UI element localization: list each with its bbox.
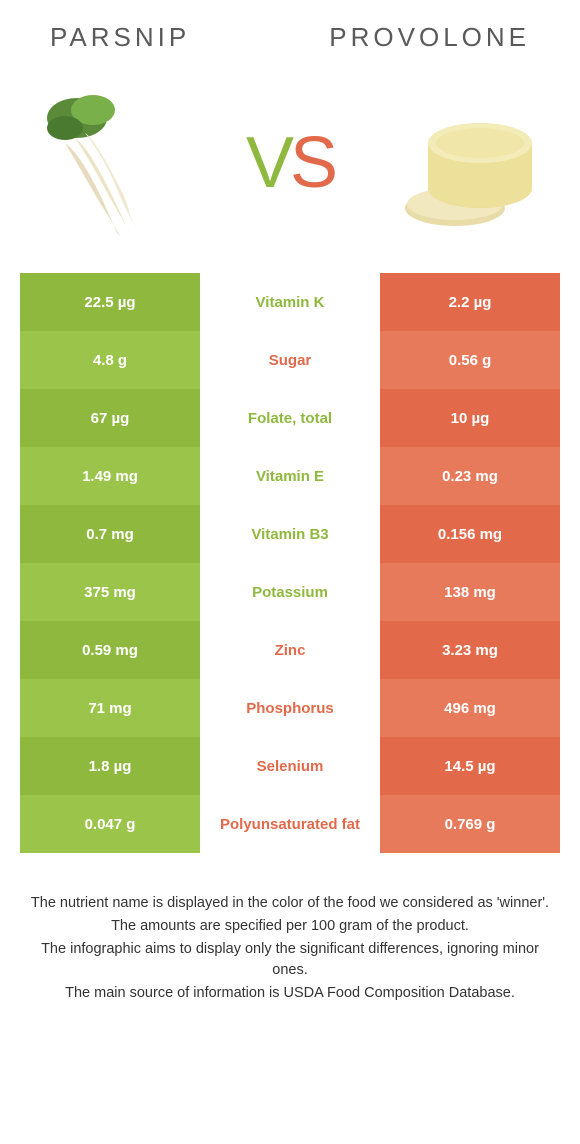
footnote-line: The nutrient name is displayed in the co…: [28, 893, 552, 914]
right-value: 0.156 mg: [380, 505, 560, 563]
right-value: 496 mg: [380, 679, 560, 737]
footnote-line: The amounts are specified per 100 gram o…: [28, 916, 552, 937]
nutrient-label: Folate, total: [200, 389, 380, 447]
left-value: 71 mg: [20, 679, 200, 737]
table-row: 0.59 mgZinc3.23 mg: [20, 621, 560, 679]
left-value: 375 mg: [20, 563, 200, 621]
table-row: 71 mgPhosphorus496 mg: [20, 679, 560, 737]
left-value: 1.8 µg: [20, 737, 200, 795]
nutrient-label: Vitamin E: [200, 447, 380, 505]
parsnip-icon: [35, 88, 185, 238]
table-row: 4.8 gSugar0.56 g: [20, 331, 560, 389]
table-row: 67 µgFolate, total10 µg: [20, 389, 560, 447]
right-value: 0.23 mg: [380, 447, 560, 505]
vs-label: VS: [246, 122, 334, 204]
left-value: 0.047 g: [20, 795, 200, 853]
nutrient-label: Sugar: [200, 331, 380, 389]
left-food-title: Parsnip: [50, 22, 190, 53]
comparison-table: 22.5 µgVitamin K2.2 µg4.8 gSugar0.56 g67…: [20, 273, 560, 853]
left-value: 4.8 g: [20, 331, 200, 389]
table-row: 0.7 mgVitamin B30.156 mg: [20, 505, 560, 563]
nutrient-label: Phosphorus: [200, 679, 380, 737]
nutrient-label: Polyunsaturated fat: [200, 795, 380, 853]
left-value: 0.59 mg: [20, 621, 200, 679]
left-value: 67 µg: [20, 389, 200, 447]
parsnip-image: [30, 83, 190, 243]
footnotes: The nutrient name is displayed in the co…: [0, 853, 580, 1004]
table-row: 1.49 mgVitamin E0.23 mg: [20, 447, 560, 505]
table-row: 22.5 µgVitamin K2.2 µg: [20, 273, 560, 331]
left-value: 1.49 mg: [20, 447, 200, 505]
nutrient-label: Vitamin K: [200, 273, 380, 331]
footnote-line: The main source of information is USDA F…: [28, 983, 552, 1004]
nutrient-label: Potassium: [200, 563, 380, 621]
provolone-icon: [395, 88, 545, 238]
footnote-line: The infographic aims to display only the…: [28, 939, 552, 981]
vs-s: S: [290, 123, 334, 203]
vs-v: V: [246, 123, 290, 203]
provolone-image: [390, 83, 550, 243]
right-value: 138 mg: [380, 563, 560, 621]
right-food-title: Provolone: [329, 22, 530, 53]
table-row: 1.8 µgSelenium14.5 µg: [20, 737, 560, 795]
right-value: 14.5 µg: [380, 737, 560, 795]
table-row: 0.047 gPolyunsaturated fat0.769 g: [20, 795, 560, 853]
nutrient-label: Zinc: [200, 621, 380, 679]
header: Parsnip Provolone: [0, 0, 580, 63]
right-value: 0.769 g: [380, 795, 560, 853]
right-value: 10 µg: [380, 389, 560, 447]
nutrient-label: Selenium: [200, 737, 380, 795]
right-value: 2.2 µg: [380, 273, 560, 331]
right-value: 0.56 g: [380, 331, 560, 389]
table-row: 375 mgPotassium138 mg: [20, 563, 560, 621]
right-value: 3.23 mg: [380, 621, 560, 679]
hero-row: VS: [0, 63, 580, 273]
nutrient-label: Vitamin B3: [200, 505, 380, 563]
left-value: 0.7 mg: [20, 505, 200, 563]
left-value: 22.5 µg: [20, 273, 200, 331]
